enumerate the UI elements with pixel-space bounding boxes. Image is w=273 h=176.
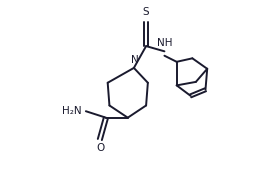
Text: NH: NH <box>157 38 173 48</box>
Text: S: S <box>143 7 149 17</box>
Text: H₂N: H₂N <box>62 106 82 116</box>
Text: N: N <box>130 55 138 65</box>
Text: O: O <box>96 143 105 153</box>
